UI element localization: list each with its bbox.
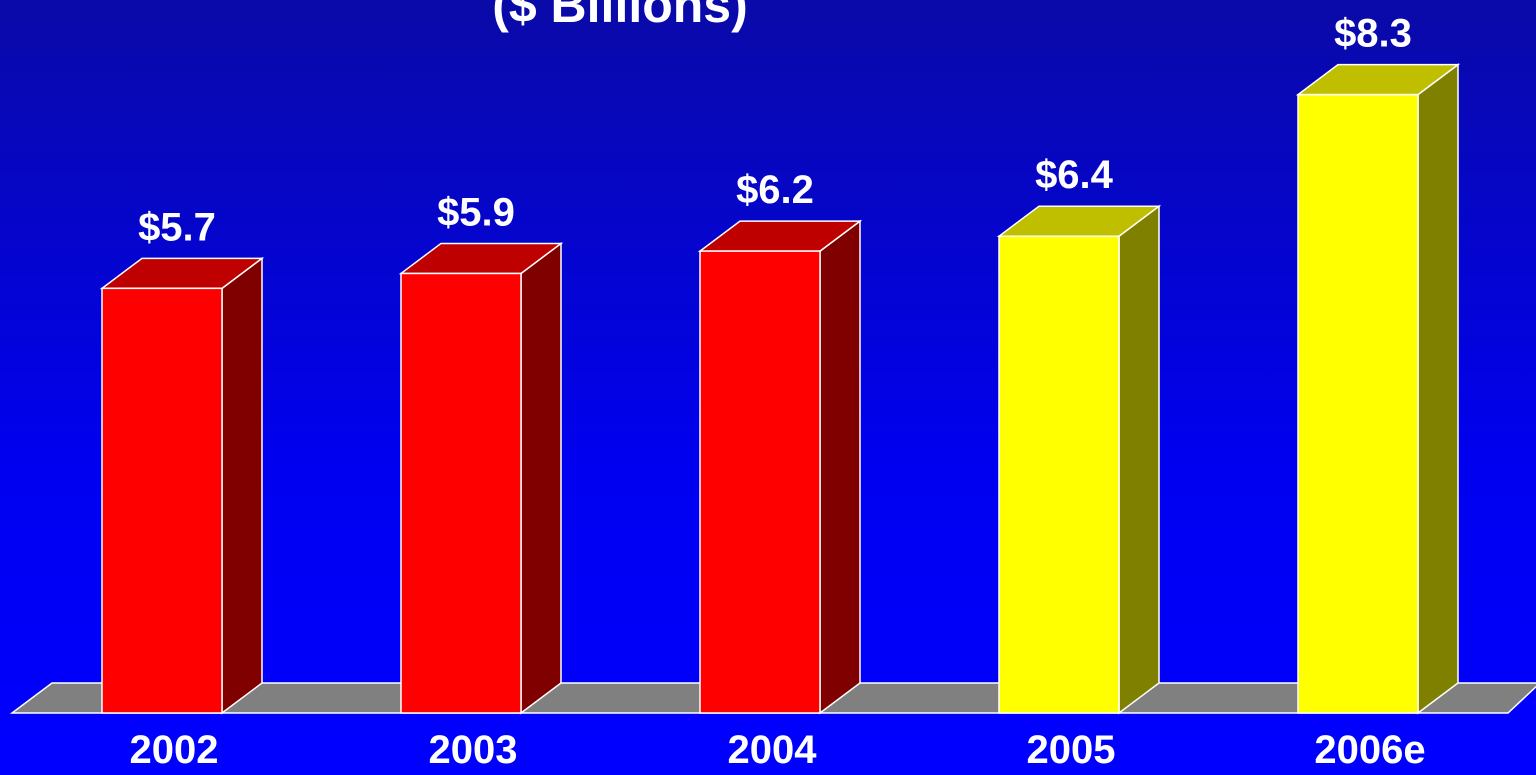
value-label: $6.4 [1035,153,1114,197]
bar [400,272,522,714]
value-label: $5.9 [437,190,515,234]
bar-side [520,241,562,715]
value-label: $6.2 [736,168,814,212]
bar [998,235,1120,714]
x-tick-label: 2003 [429,728,518,772]
x-tick-label: 2002 [130,728,219,772]
x-tick-label: 2004 [728,728,818,772]
value-label: $5.7 [138,205,216,249]
value-label: $8.3 [1334,12,1412,56]
bar [1297,93,1419,714]
bar-side [1118,204,1160,715]
bar-side [819,219,861,715]
bar-side [1417,63,1459,715]
x-tick-label: 2006e [1314,728,1425,772]
chart-subtitle: ($ Billions) [492,0,748,33]
bar [101,287,223,714]
x-tick-label: 2005 [1027,728,1116,772]
bar-side [221,256,263,715]
bar [699,250,821,714]
